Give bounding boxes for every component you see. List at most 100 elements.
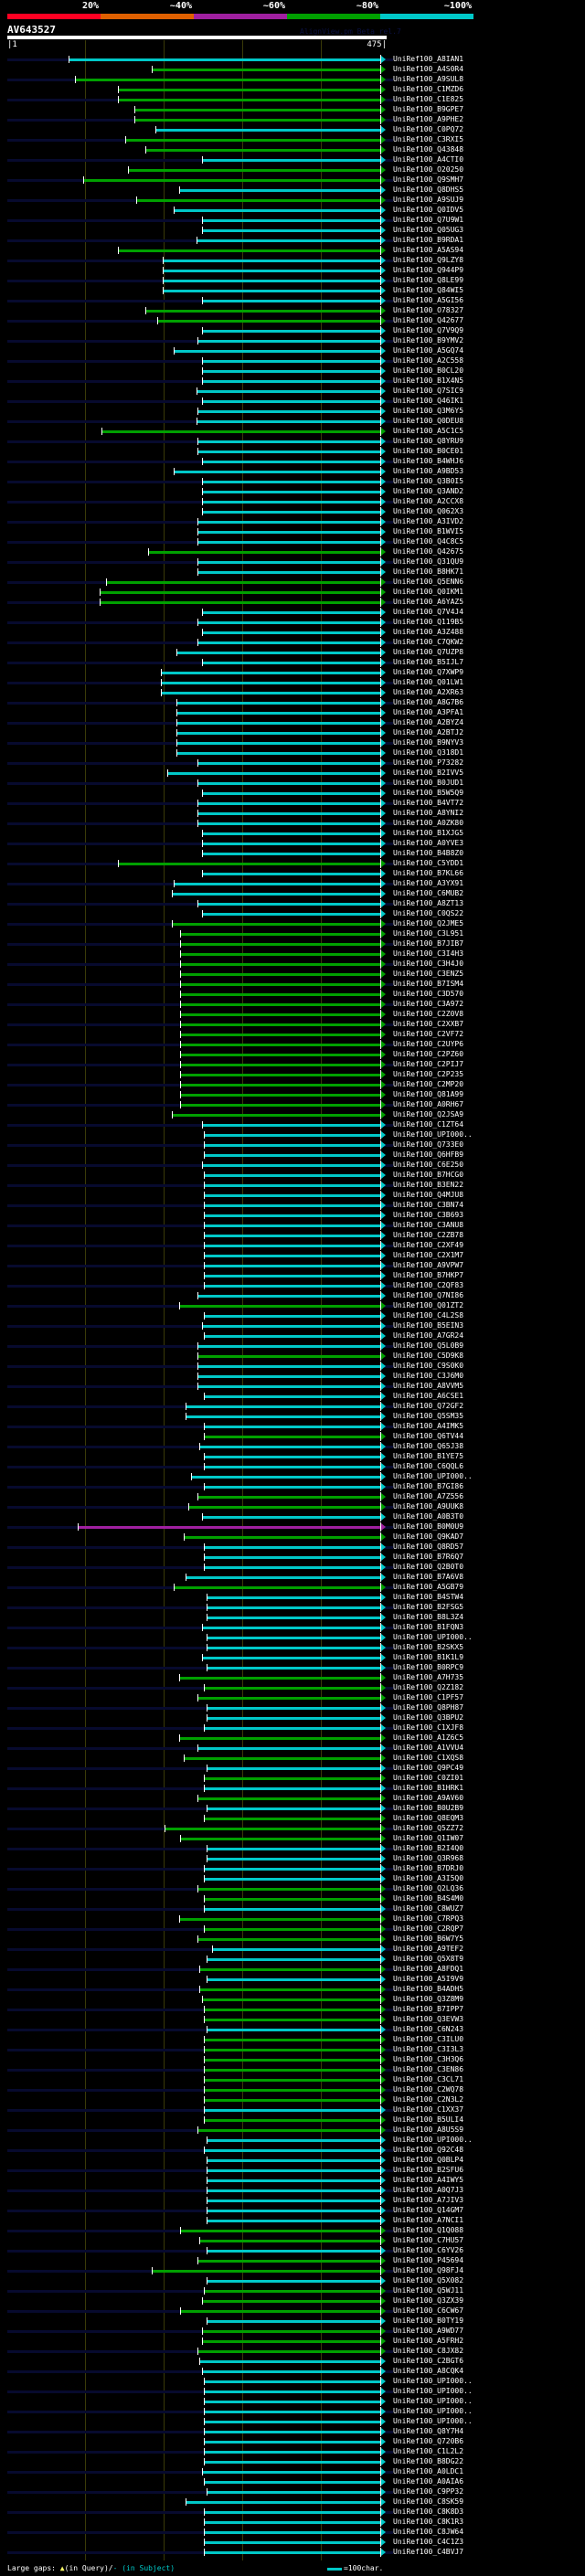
alignment-bar[interactable] bbox=[199, 2240, 380, 2242]
alignment-bar[interactable] bbox=[148, 551, 380, 554]
hit-row[interactable]: UniRef100_Q14GM7 bbox=[0, 2206, 585, 2216]
hit-name-link[interactable]: UniRef100_C2X1M7 bbox=[393, 1251, 464, 1259]
alignment-bar[interactable] bbox=[197, 1797, 380, 1800]
hit-name-link[interactable]: UniRef100_A7NCI1 bbox=[393, 2216, 464, 2224]
hit-name-link[interactable]: UniRef100_Q43848 bbox=[393, 145, 464, 154]
hit-name-link[interactable]: UniRef100_B0JUD1 bbox=[393, 779, 464, 787]
hit-row[interactable]: UniRef100_C3B693 bbox=[0, 1211, 585, 1221]
hit-row[interactable]: UniRef100_A3PFA1 bbox=[0, 708, 585, 718]
hit-name-link[interactable]: UniRef100_B4WHJ6 bbox=[393, 457, 464, 465]
hit-row[interactable]: UniRef100_C2PZ60 bbox=[0, 1050, 585, 1060]
hit-row[interactable]: UniRef100_C7HU57 bbox=[0, 2236, 585, 2246]
hit-name-link[interactable]: UniRef100_Q8Y7H4 bbox=[393, 2427, 464, 2435]
hit-row[interactable]: UniRef100_A6CSE1 bbox=[0, 1392, 585, 1402]
hit-name-link[interactable]: UniRef100_Q1Q088 bbox=[393, 2226, 464, 2234]
hit-name-link[interactable]: UniRef100_A5C1C5 bbox=[393, 427, 464, 435]
hit-name-link[interactable]: UniRef100_B7GI86 bbox=[393, 1482, 464, 1490]
hit-name-link[interactable]: UniRef100_A1VVU4 bbox=[393, 1744, 464, 1752]
alignment-bar[interactable] bbox=[106, 581, 380, 584]
hit-row[interactable]: UniRef100_Q3EVW3 bbox=[0, 2015, 585, 2025]
hit-name-link[interactable]: UniRef100_B9GPE7 bbox=[393, 105, 464, 113]
hit-row[interactable]: UniRef100_A9SUL8 bbox=[0, 75, 585, 85]
alignment-bar[interactable] bbox=[204, 1255, 380, 1257]
hit-row[interactable]: UniRef100_A2XR63 bbox=[0, 688, 585, 698]
hit-name-link[interactable]: UniRef100_Q5SM35 bbox=[393, 1412, 464, 1420]
hit-name-link[interactable]: UniRef100_C3J6M0 bbox=[393, 1372, 464, 1380]
alignment-bar[interactable] bbox=[207, 1807, 380, 1810]
hit-row[interactable]: UniRef100_A7GR24 bbox=[0, 1331, 585, 1341]
hit-name-link[interactable]: UniRef100_Q733E0 bbox=[393, 1140, 464, 1149]
hit-name-link[interactable]: UniRef100_Q9KAD7 bbox=[393, 1532, 464, 1541]
alignment-bar[interactable] bbox=[174, 1586, 380, 1589]
hit-name-link[interactable]: UniRef100_A0YVE3 bbox=[393, 839, 464, 847]
hit-name-link[interactable]: UniRef100_Q9PC49 bbox=[393, 1764, 464, 1772]
hit-row[interactable]: UniRef100_C3A972 bbox=[0, 1000, 585, 1010]
hit-name-link[interactable]: UniRef100_A5AS94 bbox=[393, 246, 464, 254]
hit-name-link[interactable]: UniRef100_A3YX91 bbox=[393, 879, 464, 887]
hit-row[interactable]: UniRef100_A9TEF2 bbox=[0, 1945, 585, 1955]
alignment-bar[interactable] bbox=[180, 1003, 380, 1006]
hit-name-link[interactable]: UniRef100_C4BVJ7 bbox=[393, 2548, 464, 2556]
hit-name-link[interactable]: UniRef100_A0B3T0 bbox=[393, 1512, 464, 1521]
hit-name-link[interactable]: UniRef100_B7HKP7 bbox=[393, 1271, 464, 1279]
hit-name-link[interactable]: UniRef100_A5GI56 bbox=[393, 296, 464, 304]
alignment-bar[interactable] bbox=[197, 782, 380, 785]
hit-row[interactable]: UniRef100_Q8YRU9 bbox=[0, 437, 585, 447]
hit-name-link[interactable]: UniRef100_Q8DHS5 bbox=[393, 186, 464, 194]
alignment-bar[interactable] bbox=[204, 1285, 380, 1288]
alignment-bar[interactable] bbox=[207, 1596, 380, 1599]
alignment-bar[interactable] bbox=[180, 1054, 380, 1056]
hit-name-link[interactable]: UniRef100_C3EN86 bbox=[393, 2065, 464, 2073]
alignment-bar[interactable] bbox=[157, 320, 380, 323]
hit-row[interactable]: UniRef100_B7JIB7 bbox=[0, 939, 585, 949]
hit-name-link[interactable]: UniRef100_A7JIV3 bbox=[393, 2196, 464, 2204]
hit-row[interactable]: UniRef100_C3ILU0 bbox=[0, 2035, 585, 2045]
hit-row[interactable]: UniRef100_B7ISM4 bbox=[0, 980, 585, 990]
hit-name-link[interactable]: UniRef100_B4STW4 bbox=[393, 1593, 464, 1601]
alignment-bar[interactable] bbox=[207, 2320, 380, 2323]
hit-row[interactable]: UniRef100_A5FRH2 bbox=[0, 2337, 585, 2347]
hit-row[interactable]: UniRef100_A7JIV3 bbox=[0, 2196, 585, 2206]
hit-row[interactable]: UniRef100_UPI000.. bbox=[0, 1633, 585, 1643]
hit-name-link[interactable]: UniRef100_A0AIA6 bbox=[393, 2477, 464, 2486]
hit-name-link[interactable]: UniRef100_Q84WI5 bbox=[393, 286, 464, 294]
hit-row[interactable]: UniRef100_Q42675 bbox=[0, 547, 585, 557]
hit-row[interactable]: UniRef100_B9NYV3 bbox=[0, 738, 585, 748]
alignment-bar[interactable] bbox=[202, 330, 380, 333]
alignment-bar[interactable] bbox=[199, 2360, 380, 2363]
hit-row[interactable]: UniRef100_A5AS94 bbox=[0, 246, 585, 256]
hit-row[interactable]: UniRef100_C8JW64 bbox=[0, 2528, 585, 2538]
alignment-bar[interactable] bbox=[199, 1446, 380, 1448]
alignment-bar[interactable] bbox=[197, 571, 380, 574]
alignment-bar[interactable] bbox=[128, 169, 380, 172]
hit-row[interactable]: UniRef100_Q9PC49 bbox=[0, 1764, 585, 1774]
hit-row[interactable]: UniRef100_C0ZI01 bbox=[0, 1774, 585, 1784]
hit-row[interactable]: UniRef100_C1ZT64 bbox=[0, 1120, 585, 1130]
hit-row[interactable]: UniRef100_A2CCX8 bbox=[0, 497, 585, 507]
hit-name-link[interactable]: UniRef100_C6N243 bbox=[393, 2025, 464, 2033]
alignment-bar[interactable] bbox=[207, 2169, 380, 2172]
hit-name-link[interactable]: UniRef100_C1E825 bbox=[393, 95, 464, 103]
hit-row[interactable]: UniRef100_C8K8D3 bbox=[0, 2507, 585, 2518]
alignment-bar[interactable] bbox=[202, 853, 380, 855]
hit-name-link[interactable]: UniRef100_Q3ZX39 bbox=[393, 2296, 464, 2305]
hit-name-link[interactable]: UniRef100_Q7UZP8 bbox=[393, 648, 464, 656]
hit-row[interactable]: UniRef100_A9BD53 bbox=[0, 467, 585, 477]
alignment-bar[interactable] bbox=[204, 2411, 380, 2413]
alignment-bar[interactable] bbox=[204, 1395, 380, 1398]
alignment-bar[interactable] bbox=[204, 2441, 380, 2443]
alignment-bar[interactable] bbox=[197, 1365, 380, 1368]
hit-row[interactable]: UniRef100_A8VVM5 bbox=[0, 1382, 585, 1392]
alignment-bar[interactable] bbox=[197, 1938, 380, 1941]
hit-name-link[interactable]: UniRef100_B7HCG0 bbox=[393, 1171, 464, 1179]
hit-row[interactable]: UniRef100_A8U5S9 bbox=[0, 2125, 585, 2136]
hit-name-link[interactable]: UniRef100_B2SKX5 bbox=[393, 1643, 464, 1651]
hit-row[interactable]: UniRef100_Q7SIC9 bbox=[0, 387, 585, 397]
hit-row[interactable]: UniRef100_C8WUZ7 bbox=[0, 1904, 585, 1914]
hit-name-link[interactable]: UniRef100_C3L951 bbox=[393, 929, 464, 938]
hit-name-link[interactable]: UniRef100_UPI000.. bbox=[393, 1130, 473, 1139]
alignment-bar[interactable] bbox=[207, 1637, 380, 1639]
alignment-bar[interactable] bbox=[180, 2230, 380, 2232]
hit-name-link[interactable]: UniRef100_C7RPQ3 bbox=[393, 1914, 464, 1923]
hit-row[interactable]: UniRef100_Q92C48 bbox=[0, 2146, 585, 2156]
